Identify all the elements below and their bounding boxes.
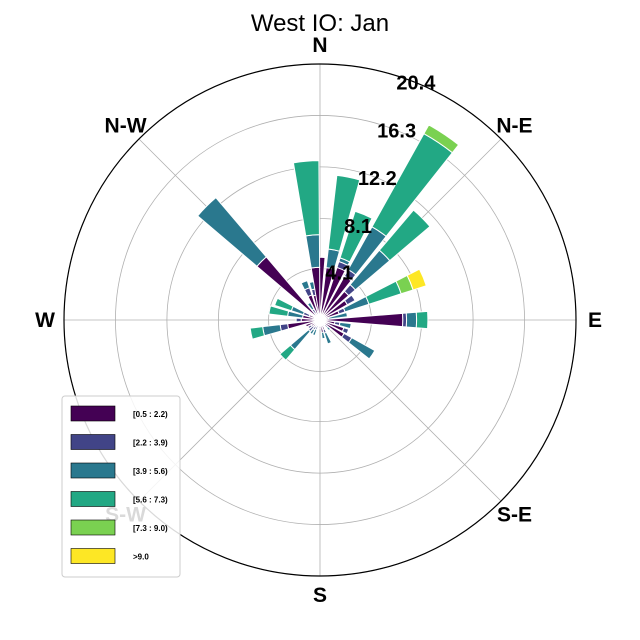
direction-label: N-E [496, 115, 532, 138]
ring-label: 12.2 [358, 168, 397, 190]
direction-label: S [313, 584, 327, 607]
sector-bar-segment [341, 327, 350, 335]
sector-bar-segment [347, 337, 376, 360]
legend-label: >9.0 [133, 553, 149, 562]
sector-bar-segment [327, 174, 361, 252]
legend-swatch [70, 462, 116, 479]
legend-label: [7.3 : 9.0) [133, 524, 168, 533]
legend-swatch [70, 548, 116, 564]
legend-label: [0.5 : 2.2) [133, 410, 168, 419]
sector-bar-segment [343, 294, 356, 306]
sector-bar-segment [406, 268, 427, 291]
legend-swatch [70, 434, 116, 450]
sector-bar-segment [292, 160, 320, 237]
sector-bar-segment [309, 328, 316, 335]
sector-bar-segment [279, 344, 296, 361]
sector-bar-segment [323, 331, 333, 345]
sector-bar-segment [249, 326, 266, 340]
ring-label: 20.4 [396, 73, 436, 95]
grid-spoke [319, 319, 502, 502]
sector-bar-segment [339, 210, 373, 263]
legend-label: [3.9 : 5.6) [133, 467, 168, 476]
legend-swatch [70, 519, 116, 536]
legend: [0.5 : 2.2) [2.2 : 3.9) [3.9 : 5.6) [5.6 : … [61, 395, 181, 578]
chart-title: West IO: Jan [251, 10, 389, 37]
sector-bar-segment [262, 324, 282, 337]
legend-label: [5.6 : 7.3) [133, 496, 168, 505]
legend-swatch [70, 405, 116, 422]
sector-bar-segment [423, 124, 460, 154]
sector-bar-segment [325, 325, 332, 332]
sector-bar-segment [415, 310, 429, 330]
sector-bars [196, 124, 460, 361]
sector-bar-segment [289, 329, 311, 351]
ring-label: 4.1 [325, 262, 353, 284]
sector-bar-segment [295, 317, 302, 323]
sector-bar-segment [327, 311, 348, 320]
sector-bar-segment [300, 279, 311, 291]
sector-bar-segment [196, 196, 268, 268]
legend-swatch [70, 491, 116, 507]
ring-label: 16.3 [377, 120, 416, 142]
sector-bar-segment [405, 311, 418, 329]
sector-bar-segment [320, 331, 326, 340]
direction-label: S-E [497, 503, 532, 526]
sector-bar-segment [307, 324, 313, 330]
sector-bar-segment [378, 209, 431, 262]
sector-bar-segment [306, 301, 315, 311]
direction-label: N [312, 34, 327, 57]
direction-label: W [35, 309, 55, 332]
legend-label: [2.2 : 3.9) [133, 439, 168, 448]
sector-bar-segment [365, 280, 402, 305]
sector-bar-segment [273, 297, 294, 312]
sector-bar-segment [338, 321, 352, 330]
sector-bar-segment [311, 328, 318, 337]
direction-label: E [588, 309, 602, 332]
direction-label: N-W [105, 115, 147, 138]
ring-label: 8.1 [344, 216, 372, 238]
polar-frame [63, 63, 577, 577]
sector-bar-segment [305, 234, 321, 269]
sector-bar-segment [268, 305, 290, 317]
ring-labels: 4.1 8.1 12.2 16.3 20.4 [325, 73, 436, 285]
sector-bar-segment [305, 319, 321, 328]
